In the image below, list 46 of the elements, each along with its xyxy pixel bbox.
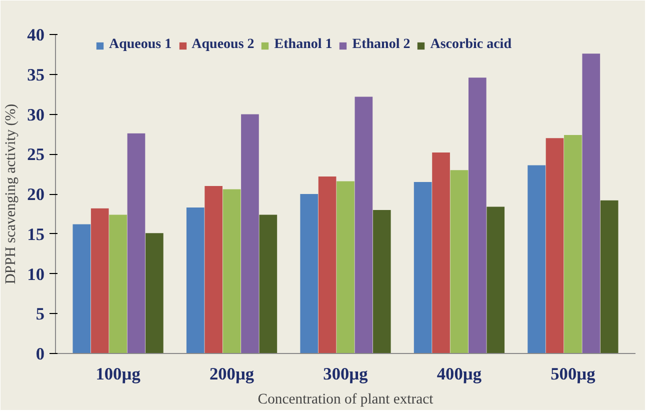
bar	[582, 54, 600, 354]
x-axis-title: Concentration of plant extract	[258, 392, 434, 408]
x-tick-label: 200µg	[209, 364, 254, 384]
x-tick-label: 300µg	[323, 364, 368, 384]
bar	[432, 152, 450, 354]
y-axis-title: DPPH scavenging activity (%)	[3, 104, 20, 284]
x-tick-label: 500µg	[550, 364, 596, 384]
legend-label: Ethanol 1	[274, 37, 332, 53]
bar	[259, 214, 278, 354]
y-tick-label: 35	[27, 65, 45, 84]
bar	[564, 134, 582, 354]
y-tick-label: 10	[27, 264, 44, 284]
y-tick-label: 20	[27, 185, 44, 204]
legend-label: Ascorbic acid	[430, 37, 512, 53]
bar	[127, 133, 146, 354]
y-tick-label: 15	[27, 224, 45, 244]
x-tick-label: 100µg	[96, 364, 141, 384]
bar	[600, 200, 618, 354]
bar	[146, 233, 164, 354]
y-tick-label: 0	[36, 344, 45, 364]
bar	[204, 186, 222, 354]
bar	[336, 181, 354, 354]
bar	[241, 114, 259, 354]
legend-label: Aqueous 1	[109, 37, 172, 53]
bar	[222, 189, 241, 354]
legend-label: Aqueous 2	[192, 37, 254, 53]
y-tick-label: 25	[27, 145, 45, 164]
bar	[109, 214, 127, 354]
bar	[318, 176, 336, 354]
bar	[90, 208, 109, 354]
bar	[72, 224, 91, 354]
bar	[486, 206, 505, 354]
bar	[468, 78, 486, 354]
bar	[528, 165, 546, 354]
y-tick-label: 40	[27, 26, 44, 44]
bar	[450, 170, 468, 354]
bar	[300, 194, 318, 354]
y-tick-label: 5	[36, 304, 45, 324]
bar	[546, 138, 564, 354]
x-tick-label: 400µg	[436, 364, 482, 384]
y-tick-label: 30	[27, 105, 44, 124]
bar	[354, 96, 373, 354]
bar	[186, 208, 204, 354]
legend-label: Ethanol 2	[352, 37, 410, 53]
bar	[372, 210, 391, 354]
bar	[414, 182, 432, 354]
